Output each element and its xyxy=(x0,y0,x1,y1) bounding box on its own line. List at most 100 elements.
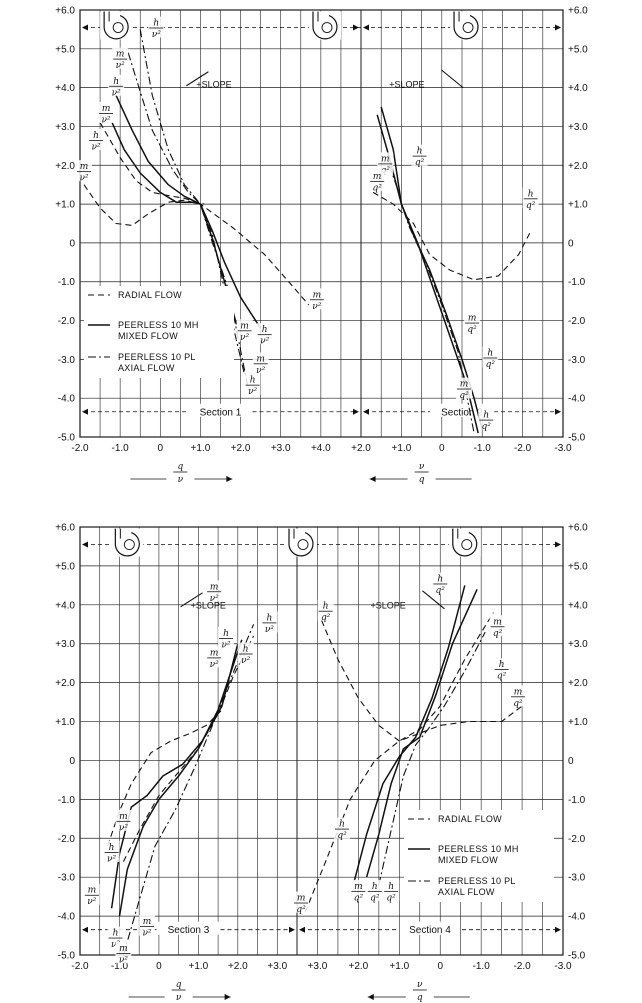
y-tick-label-left: -5.0 xyxy=(58,433,76,444)
curve-label-den: ν² xyxy=(221,640,230,650)
curve-label-bg xyxy=(206,580,223,602)
curve-label-num: h xyxy=(243,645,249,655)
y-tick-label-left: -3.0 xyxy=(58,873,76,884)
y-tick-label-right: +4.0 xyxy=(568,83,588,94)
x-tick-label-left: +2.0 xyxy=(231,443,251,454)
series-line-8 xyxy=(353,585,466,882)
curve-label-den: ν² xyxy=(260,337,269,347)
curve-label-num: h xyxy=(266,613,272,623)
curve-label-bg xyxy=(244,373,261,395)
curve-label-den: ν² xyxy=(92,143,101,153)
x-axis-label-num: ν xyxy=(417,980,423,990)
curve-label-bg xyxy=(366,879,383,901)
panel-2: +6.0 +6.0 +5.0 +5.0 +4.0 +4.0 +3.0 +3.0 +2.0 +2.0… xyxy=(55,523,588,1003)
y-tick-label-left: +2.0 xyxy=(55,678,75,689)
curve-label-num: m xyxy=(460,380,469,390)
curve-label-bg xyxy=(464,311,481,333)
pump-icon xyxy=(114,528,140,557)
curve-label-num: h xyxy=(93,131,99,141)
curve-label-num: m xyxy=(381,154,390,164)
header-arrow-head xyxy=(555,24,561,31)
y-tick-label-left: -2.0 xyxy=(58,834,76,845)
x-tick-label-left: +1.0 xyxy=(191,443,211,454)
header-arrow-head xyxy=(353,24,359,31)
curve-label-num: m xyxy=(354,882,363,892)
curve-label-bg xyxy=(139,914,156,936)
curve-label-bg xyxy=(115,809,132,831)
axis-arrow-head xyxy=(367,994,374,1000)
header-arrow-head xyxy=(363,24,369,31)
y-tick-label-left: -2.0 xyxy=(58,316,76,327)
slope-label: +SLOPE xyxy=(191,600,226,610)
y-tick-label-right: -3.0 xyxy=(568,873,586,884)
curve-label-bg xyxy=(383,879,400,901)
section-label: Section 4 xyxy=(409,925,451,936)
curve-label-bg xyxy=(83,883,100,905)
curve-label-num: h xyxy=(223,629,229,639)
curve-label-den: q² xyxy=(296,905,306,915)
curve-label-den: q² xyxy=(370,893,380,903)
x-tick-label-left: 0 xyxy=(158,443,164,454)
x-tick-label-left: -2.0 xyxy=(71,961,89,972)
y-tick-label-right: -4.0 xyxy=(568,394,586,405)
curve-label-bg xyxy=(237,642,254,664)
x-tick-label-left: -1.0 xyxy=(112,443,130,454)
impeller-icon xyxy=(461,539,473,551)
y-tick-label-right: -5.0 xyxy=(568,951,586,962)
y-tick-label-left: +4.0 xyxy=(55,83,75,94)
series-line-6 xyxy=(321,620,523,742)
x-tick-label-left: -1.0 xyxy=(111,961,129,972)
section-arrow-head xyxy=(363,408,369,415)
x-tick-label-left: +3.0 xyxy=(267,961,287,972)
x-tick-label-left: 0 xyxy=(156,961,162,972)
curve-label-den: ν² xyxy=(312,302,321,312)
section-label: Section 3 xyxy=(168,925,210,936)
curve-label-bg xyxy=(261,611,278,633)
curve-label-num: m xyxy=(297,894,306,904)
slope-label: +SLOPE xyxy=(370,600,405,610)
curve-label-bg xyxy=(76,160,93,182)
section-arrow-head xyxy=(555,408,561,415)
curve-label-num: m xyxy=(493,617,502,627)
curve-label-num: h xyxy=(499,660,505,670)
axis-arrow-head xyxy=(369,476,376,482)
legend-entry-2: PEERLESS 10 MH xyxy=(118,320,199,330)
curve-label-den: q² xyxy=(486,360,496,370)
legend-entry-3: AXIAL FLOW xyxy=(438,887,495,897)
legend-entry-2: PEERLESS 10 MH xyxy=(438,844,519,854)
curve-label-num: m xyxy=(256,354,265,364)
pump-icon-bg xyxy=(448,528,481,557)
series-line-2 xyxy=(122,635,255,862)
curve-label-bg xyxy=(103,840,120,862)
slope-indicator xyxy=(422,590,445,610)
y-tick-label-left: +6.0 xyxy=(55,6,75,17)
curve-label-den: q² xyxy=(354,893,364,903)
x-axis-label-num: q xyxy=(177,462,183,472)
y-tick-label-left: +2.0 xyxy=(55,161,75,172)
pump-icon-bg xyxy=(309,11,341,40)
x-tick-label-right: -2.0 xyxy=(513,961,531,972)
curve-label-num: h xyxy=(483,411,489,421)
legend-entry-1: RADIAL FLOW xyxy=(438,814,502,824)
curve-label-den: ν² xyxy=(107,854,116,864)
header-arrow-head xyxy=(82,541,88,548)
y-tick-label-left: +1.0 xyxy=(55,200,75,211)
legend-entry-2: MIXED FLOW xyxy=(438,855,498,865)
pump-icon xyxy=(103,11,129,40)
pump-icon xyxy=(452,528,478,557)
x-tick-label-left: +1.0 xyxy=(188,961,208,972)
legend-entry-3: AXIAL FLOW xyxy=(118,363,175,373)
legend-bg xyxy=(404,810,554,902)
curve-label-bg xyxy=(112,47,129,69)
section-arrow-head xyxy=(555,926,561,933)
y-tick-label-right: +1.0 xyxy=(568,200,588,211)
impeller-icon xyxy=(297,539,309,551)
curve-label-bg xyxy=(236,319,253,341)
curve-label-den: q² xyxy=(526,201,536,211)
curve-label-den: ν² xyxy=(240,333,249,343)
curve-label-num: m xyxy=(210,582,219,592)
curve-label-bg xyxy=(148,16,165,38)
x-tick-label-left: -2.0 xyxy=(71,443,89,454)
curve-label-bg xyxy=(478,408,495,430)
